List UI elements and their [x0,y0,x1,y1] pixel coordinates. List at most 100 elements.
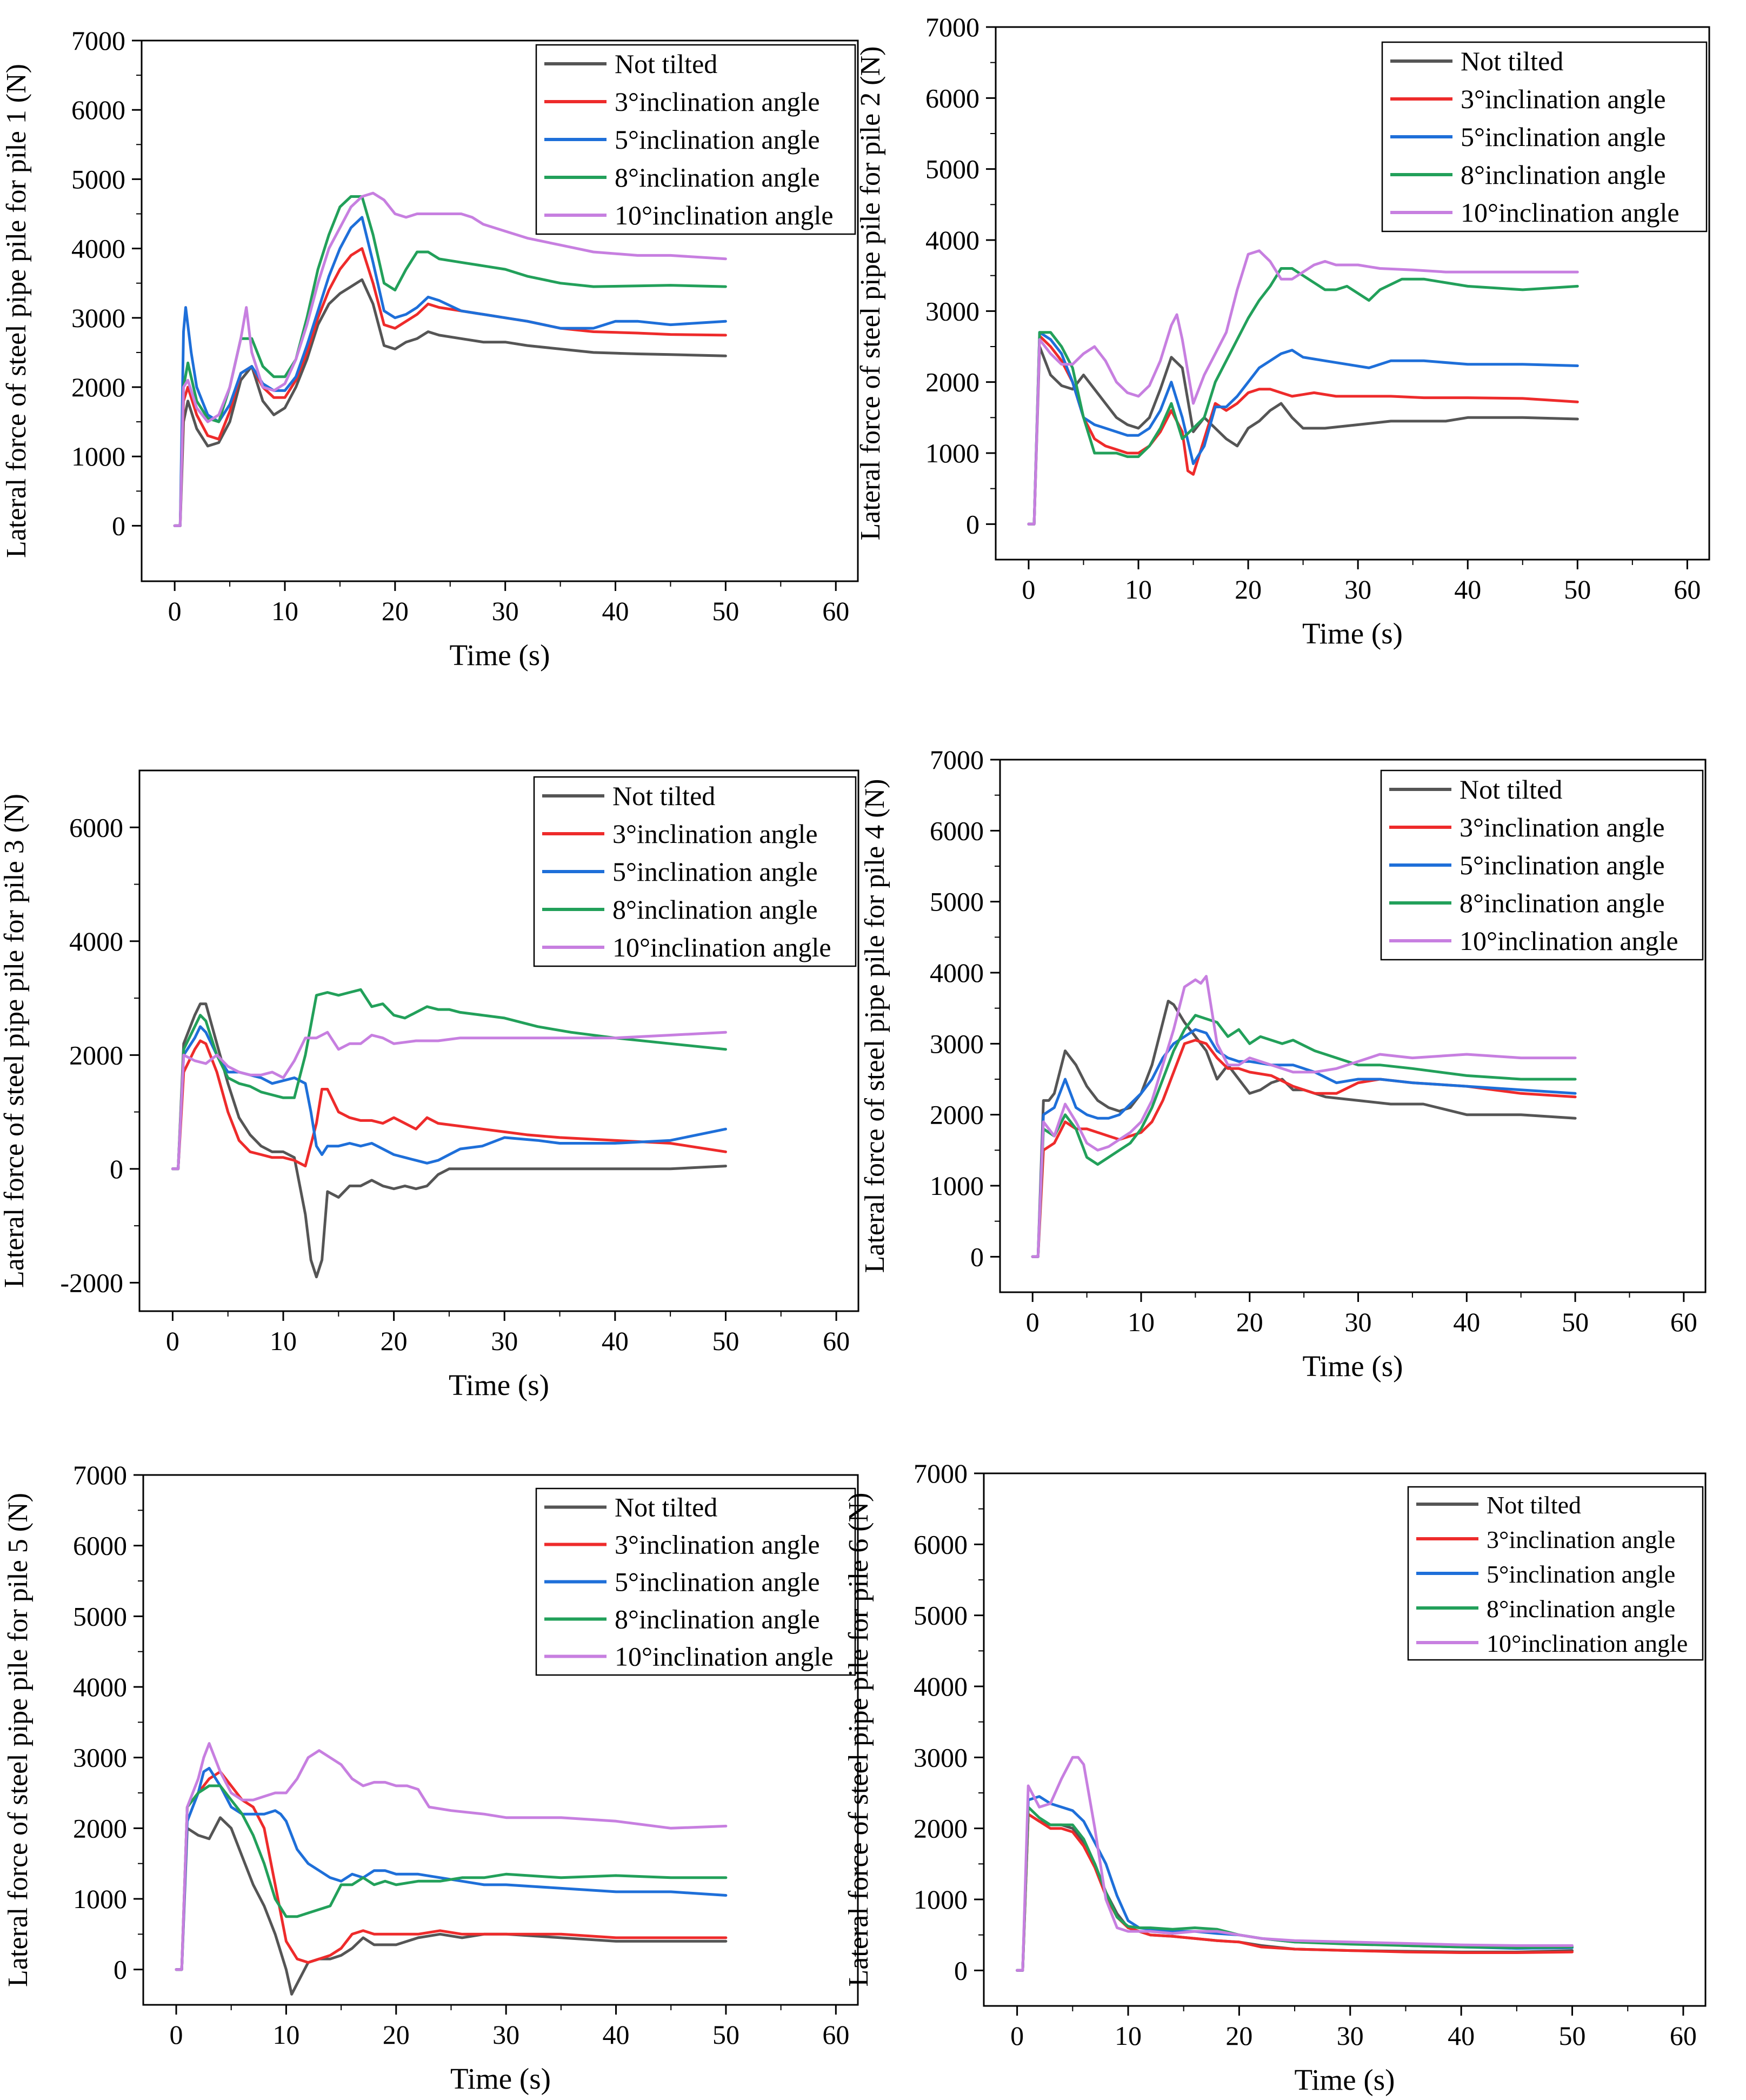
pile-2-y-tick-label: 7000 [925,12,979,42]
pile-5-series-line-deg8 [175,1784,728,1971]
pile-2-plot-frame [995,26,1710,561]
pile-2-x-tick-label: 10 [1125,574,1152,604]
pile-3-y-tick-label: 4000 [69,926,123,956]
pile-5-x-axis-label: Time (s) [450,2062,551,2095]
pile-2-legend-label: 3°inclination angle [1461,84,1666,114]
pile-3-x-axis-label: Time (s) [449,1368,549,1401]
pile-3-y-tick-label: -2000 [60,1267,123,1298]
pile-5-legend-label: 3°inclination angle [615,1530,820,1560]
pile-4-y-tick-label: 3000 [930,1028,984,1059]
pile-1-y-tick-label: 5000 [71,164,125,194]
pile-4-chart: 0 10 20 30 40 50 60 0 1000 2000 3000 4000 5000 6000 70… [859,745,1707,1383]
pile-4-x-tick-label: 30 [1345,1307,1372,1337]
pile-4-legend-label: Not tilted [1460,774,1562,805]
pile-2-y-tick-label: 1000 [925,438,979,468]
pile-2-x-tick-label: 30 [1344,574,1371,604]
pile-6-y-tick-label: 4000 [914,1671,968,1702]
pile-2-x-axis-label: Time (s) [1302,617,1403,650]
pile-3-legend-label: 10°inclination angle [612,932,831,962]
pile-6-series-line-deg8 [1016,1805,1574,1972]
pile-1-y-tick-label: 1000 [71,441,125,471]
pile-3-y-axis-label: Lateral force of steel pipe pile for pil… [0,794,30,1288]
pile-2-x-tick-label: 50 [1564,574,1591,604]
pile-1-x-tick-label: 40 [602,596,629,626]
pile-5-series-line-not_tilted [175,1816,728,1996]
pile-3-series-line-deg5 [171,1025,727,1171]
pile-5-x-tick-label: 30 [492,2019,519,2050]
pile-5-y-tick-label: 1000 [73,1884,127,1914]
pile-5-chart: 0 10 20 30 40 50 60 0 1000 2000 3000 4000 5000 6000 70… [3,1460,859,2095]
pile-6-y-tick-label: 6000 [914,1529,968,1559]
pile-4-series-line-deg10 [1031,975,1577,1258]
pile-3-legend-label: 8°inclination angle [612,894,818,925]
pile-6-x-tick-label: 40 [1448,2021,1475,2051]
pile-2-legend-label: 8°inclination angle [1461,160,1666,190]
pile-2-y-tick-label: 0 [966,509,979,539]
pile-3-y-tick-label: 2000 [69,1040,123,1070]
pile-4-y-axis-label: Lateral force of steel pipe pile for pil… [859,779,890,1273]
pile-4-y-tick-label: 5000 [930,887,984,917]
pile-3-x-tick-label: 30 [491,1326,518,1356]
pile-2-series-line-deg10 [1027,249,1579,526]
pile-1-x-tick-label: 20 [382,596,409,626]
pile-1-y-axis-label: Lateral force of steel pipe pile for pil… [1,64,32,558]
pile-1-y-tick-label: 7000 [71,25,125,56]
pile-1-legend-label: Not tilted [615,49,717,79]
pile-3-legend-label: 3°inclination angle [612,819,818,849]
pile-6-legend-label: 10°inclination angle [1487,1630,1688,1657]
pile-5-legend-label: 5°inclination angle [615,1567,820,1597]
pile-1-y-tick-label: 6000 [71,95,125,125]
pile-4-series-line-deg5 [1031,1028,1577,1258]
pile-1-y-tick-label: 0 [112,510,125,541]
pile-2-y-tick-label: 3000 [925,296,979,326]
pile-4-legend-label: 10°inclination angle [1460,926,1678,956]
pile-1-x-tick-label: 10 [271,596,298,626]
pile-5-x-tick-label: 20 [383,2019,410,2050]
pile-3-chart: 0 10 20 30 40 50 60 -2000 0 2000 4000 6000 Time (s) L… [0,769,859,1401]
pile-2-chart: 0 10 20 30 40 50 60 0 1000 2000 3000 4000 5000 6000 70… [855,12,1710,650]
pile-3-legend-label: Not tilted [612,781,715,811]
pile-4-y-tick-label: 0 [970,1241,984,1272]
pile-2-series-line-deg8 [1027,267,1579,526]
pile-1-x-tick-label: 60 [822,596,849,626]
pile-5-x-tick-label: 10 [272,2019,299,2050]
pile-3-series-line-deg3 [171,1039,727,1171]
pile-2-y-tick-label: 5000 [925,154,979,184]
pile-3-x-tick-label: 50 [712,1326,739,1356]
pile-3-x-tick-label: 0 [166,1326,179,1356]
pile-1-chart: 0 10 20 30 40 50 60 0 1000 2000 3000 4000 5000 6000 70… [1,25,859,672]
pile-1-series-line-deg10 [173,191,727,527]
pile-4-y-tick-label: 2000 [930,1100,984,1130]
pile-1-legend-label: 10°inclination angle [615,200,834,230]
pile-4-legend-label: 8°inclination angle [1460,888,1665,918]
pile-1-y-tick-label: 4000 [71,234,125,264]
pile-4-x-axis-label: Time (s) [1303,1350,1403,1383]
pile-2-legend-label: Not tilted [1461,46,1563,76]
pile-3-plot-frame [138,769,859,1312]
pile-2-x-tick-label: 60 [1674,574,1701,604]
pile-6-x-tick-label: 60 [1670,2021,1697,2051]
pile-2-legend-label: 10°inclination angle [1461,197,1680,228]
pile-6-x-tick-label: 50 [1559,2021,1586,2051]
pile-5-legend-label: 8°inclination angle [615,1604,820,1634]
pile-4-legend-label: 5°inclination angle [1460,850,1665,880]
pile-6-x-tick-label: 30 [1337,2021,1364,2051]
pile-1-x-tick-label: 0 [168,596,182,626]
pile-4-y-tick-label: 4000 [930,958,984,988]
pile-5-y-tick-label: 4000 [73,1672,127,1702]
pile-5-y-tick-label: 3000 [73,1743,127,1773]
pile-6-plot-frame [983,1472,1707,2007]
pile-3-series-line-not_tilted [171,1002,727,1279]
pile-4-x-tick-label: 40 [1453,1307,1480,1337]
pile-6-chart: 0 10 20 30 40 50 60 0 1000 2000 3000 4000 5000 6000 70… [843,1458,1707,2096]
pile-5-series-line-deg5 [175,1766,728,1971]
pile-1-legend-label: 3°inclination angle [615,87,820,117]
pile-6-y-tick-label: 2000 [914,1813,968,1844]
pile-4-series-line-deg8 [1031,1014,1577,1258]
pile-1-plot-frame [141,39,859,582]
pile-4-series-line-not_tilted [1031,1000,1577,1258]
pile-6-y-tick-label: 7000 [914,1458,968,1488]
pile-1-x-tick-label: 50 [712,596,739,626]
pile-4-x-tick-label: 50 [1562,1307,1589,1337]
